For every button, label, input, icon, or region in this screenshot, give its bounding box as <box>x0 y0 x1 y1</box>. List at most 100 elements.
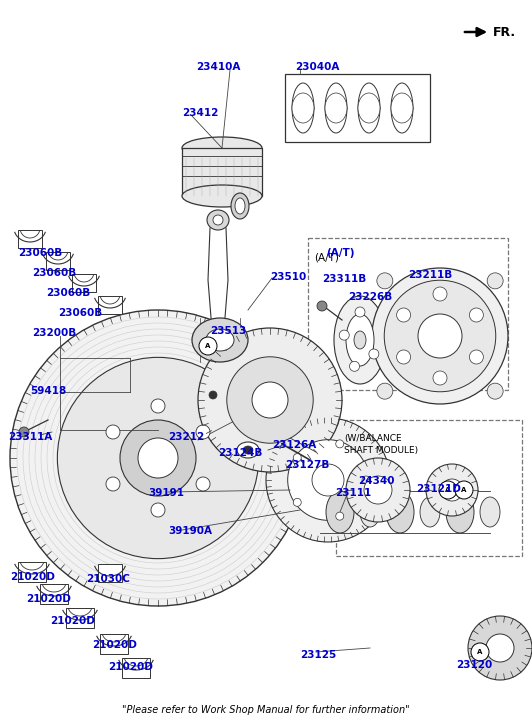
Circle shape <box>336 512 344 520</box>
Circle shape <box>362 476 370 484</box>
Text: 23200B: 23200B <box>32 328 76 338</box>
Ellipse shape <box>480 497 500 527</box>
Circle shape <box>377 383 393 399</box>
Circle shape <box>469 350 484 364</box>
Ellipse shape <box>354 331 366 349</box>
Ellipse shape <box>360 497 380 527</box>
Circle shape <box>209 391 217 399</box>
Ellipse shape <box>207 210 229 230</box>
Bar <box>18 230 42 248</box>
Ellipse shape <box>243 446 253 454</box>
Circle shape <box>426 464 478 516</box>
Text: 23060B: 23060B <box>46 288 90 298</box>
Circle shape <box>441 479 463 501</box>
Text: 39190A: 39190A <box>168 526 212 536</box>
Ellipse shape <box>391 93 413 123</box>
Text: 23060B: 23060B <box>58 308 102 318</box>
Text: 21020D: 21020D <box>50 616 95 626</box>
Circle shape <box>151 399 165 413</box>
Text: 23311A: 23311A <box>8 432 52 442</box>
Circle shape <box>138 438 178 478</box>
Circle shape <box>198 328 342 472</box>
Ellipse shape <box>182 185 262 207</box>
Ellipse shape <box>446 491 474 533</box>
Circle shape <box>433 371 447 385</box>
Circle shape <box>471 643 489 661</box>
Text: 39191: 39191 <box>148 488 184 498</box>
Text: 23127B: 23127B <box>285 460 329 470</box>
Bar <box>40 584 68 604</box>
Circle shape <box>106 425 120 439</box>
Text: 21020D: 21020D <box>26 594 71 604</box>
Ellipse shape <box>182 137 262 159</box>
Text: A: A <box>461 487 467 493</box>
Bar <box>122 658 150 678</box>
Text: 23211B: 23211B <box>408 270 452 280</box>
Ellipse shape <box>326 491 354 533</box>
Circle shape <box>350 361 360 371</box>
Ellipse shape <box>292 83 314 133</box>
Text: A: A <box>445 487 451 493</box>
Circle shape <box>384 280 496 392</box>
Ellipse shape <box>237 442 259 458</box>
Circle shape <box>439 481 457 499</box>
Ellipse shape <box>358 83 380 133</box>
Ellipse shape <box>334 296 386 384</box>
Circle shape <box>487 273 503 289</box>
Circle shape <box>312 464 344 496</box>
Text: 21020D: 21020D <box>92 640 137 650</box>
Ellipse shape <box>325 93 347 123</box>
Bar <box>72 274 96 292</box>
Bar <box>98 564 122 582</box>
Ellipse shape <box>213 215 223 225</box>
Circle shape <box>151 503 165 517</box>
Text: 23412: 23412 <box>182 108 218 118</box>
Text: 23410A: 23410A <box>196 62 240 72</box>
Ellipse shape <box>325 83 347 133</box>
Ellipse shape <box>420 497 440 527</box>
Circle shape <box>487 383 503 399</box>
Circle shape <box>339 330 349 340</box>
Bar <box>308 238 508 390</box>
Ellipse shape <box>358 93 380 123</box>
Text: (A/T): (A/T) <box>326 248 354 258</box>
Circle shape <box>397 350 411 364</box>
Text: 23212: 23212 <box>168 432 204 442</box>
Circle shape <box>293 454 301 462</box>
Bar <box>18 562 46 582</box>
Text: "Please refer to Work Shop Manual for further information": "Please refer to Work Shop Manual for fu… <box>122 705 410 715</box>
Text: 21020D: 21020D <box>10 572 55 582</box>
Circle shape <box>227 357 313 443</box>
Text: A: A <box>477 649 483 655</box>
Text: 23124B: 23124B <box>218 448 262 458</box>
Text: 23311B: 23311B <box>322 274 366 284</box>
Text: 23513: 23513 <box>210 326 246 336</box>
Text: (A/T): (A/T) <box>314 252 339 262</box>
Text: 23060B: 23060B <box>32 268 76 278</box>
Circle shape <box>369 349 379 359</box>
Circle shape <box>317 301 327 311</box>
Text: 21020D: 21020D <box>108 662 153 672</box>
Text: 59418: 59418 <box>30 386 66 396</box>
Text: 23126A: 23126A <box>272 440 316 450</box>
Text: 23120: 23120 <box>456 660 492 670</box>
Circle shape <box>346 458 410 522</box>
Text: 23226B: 23226B <box>348 292 392 302</box>
Bar <box>66 608 94 628</box>
Circle shape <box>455 481 473 499</box>
Bar <box>46 252 70 270</box>
Ellipse shape <box>235 198 245 214</box>
Text: 24340: 24340 <box>358 476 395 486</box>
Ellipse shape <box>206 329 234 351</box>
Ellipse shape <box>292 93 314 123</box>
Circle shape <box>196 477 210 491</box>
Circle shape <box>468 616 532 680</box>
Text: FR.: FR. <box>493 26 516 39</box>
Bar <box>98 296 122 314</box>
Circle shape <box>355 307 365 317</box>
Ellipse shape <box>391 83 413 133</box>
Text: 23040A: 23040A <box>295 62 339 72</box>
Circle shape <box>106 477 120 491</box>
Circle shape <box>372 268 508 404</box>
Bar <box>182 148 262 196</box>
